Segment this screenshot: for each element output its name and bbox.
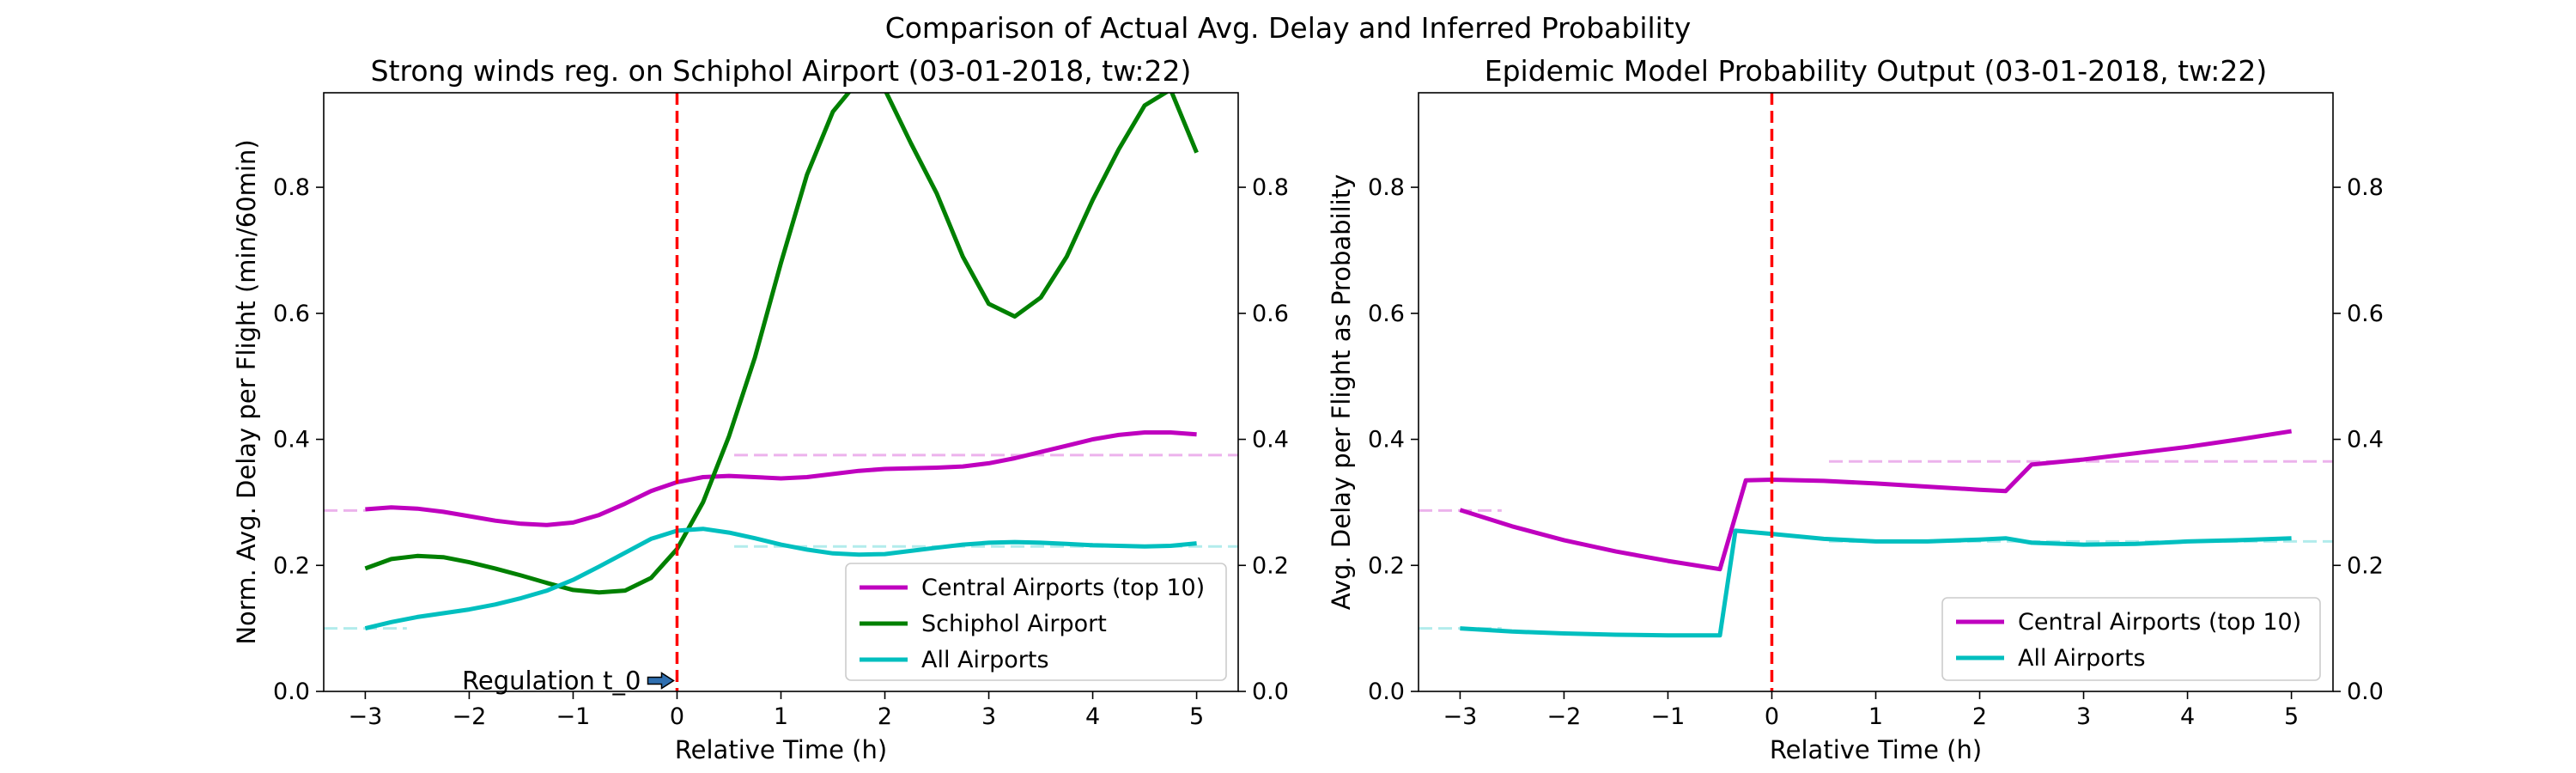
- legend: Central Airports (top 10) Schiphol Airpor…: [845, 563, 1227, 681]
- series-line-0: [365, 430, 1197, 527]
- legend: Central Airports (top 10) All Airports: [1941, 597, 2321, 681]
- figure-suptitle: Comparison of Actual Avg. Delay and Infe…: [885, 11, 1692, 45]
- left-chart: Strong winds reg. on Schiphol Airport (0…: [232, 54, 1289, 764]
- x-tick-label-0: −3: [1443, 703, 1478, 730]
- series-line-1: [364, 93, 1199, 595]
- x-tick-label-3: 0: [670, 703, 684, 730]
- legend-entry-0: Central Airports (top 10): [2018, 609, 2301, 636]
- legend-entry-1: Schiphol Airport: [921, 611, 1107, 637]
- legend-box: [1941, 597, 2321, 681]
- x-axis-label: Relative Time (h): [675, 735, 887, 764]
- x-tick-label-5: 2: [878, 703, 892, 730]
- x-tick-label-6: 3: [981, 703, 996, 730]
- x-tick-label-7: 4: [2180, 703, 2195, 730]
- regulation-annotation-arrow: [647, 672, 675, 690]
- y-tick-label-1: 0.2: [1368, 552, 1405, 579]
- y-tick-label-1: 0.2: [273, 552, 310, 579]
- series-line-0: [1459, 429, 2292, 572]
- right-y-tick-label-3: 0.6: [2347, 301, 2384, 327]
- x-tick-label-4: 1: [1868, 703, 1883, 730]
- right-y-tick-label-2: 0.4: [2347, 427, 2384, 453]
- y-axis-label: Avg. Delay per Flight as Probability: [1327, 174, 1356, 611]
- y-tick-label-2: 0.4: [273, 427, 310, 453]
- y-tick-label-3: 0.6: [273, 301, 310, 327]
- legend-entry-1: All Airports: [2018, 645, 2146, 672]
- y-tick-label-0: 0.0: [1368, 679, 1405, 705]
- right-y-tick-label-1: 0.2: [2347, 552, 2384, 579]
- right-y-tick-label-0: 0.0: [1252, 679, 1289, 705]
- y-tick-label-0: 0.0: [273, 679, 310, 705]
- y-tick-label-3: 0.6: [1368, 301, 1405, 327]
- series-line-2: [364, 526, 1197, 631]
- x-tick-label-1: −2: [1547, 703, 1582, 730]
- x-tick-label-4: 1: [774, 703, 788, 730]
- x-tick-label-5: 2: [1972, 703, 1987, 730]
- right-y-tick-label-0: 0.0: [2347, 679, 2384, 705]
- x-tick-label-6: 3: [2076, 703, 2091, 730]
- x-tick-label-3: 0: [1765, 703, 1779, 730]
- x-tick-label-7: 4: [1085, 703, 1100, 730]
- right-y-tick-label-3: 0.6: [1252, 301, 1289, 327]
- right-y-tick-label-4: 0.8: [2347, 174, 2384, 201]
- plot-area: [1419, 93, 2333, 691]
- legend-entry-0: Central Airports (top 10): [921, 575, 1205, 601]
- right-chart: Epidemic Model Probability Output (03-01…: [1327, 54, 2384, 764]
- y-tick-label-2: 0.4: [1368, 427, 1405, 453]
- x-axis-label: Relative Time (h): [1770, 735, 1982, 764]
- legend-entry-2: All Airports: [921, 647, 1049, 673]
- y-tick-label-4: 0.8: [273, 174, 310, 201]
- x-tick-label-8: 5: [2284, 703, 2299, 730]
- plot-area: [324, 93, 1238, 691]
- right-y-tick-label-2: 0.4: [1252, 427, 1289, 453]
- x-tick-label-1: −2: [453, 703, 487, 730]
- regulation-annotation-label: Regulation t_0: [462, 666, 641, 696]
- x-tick-label-2: −1: [1651, 703, 1686, 730]
- right-y-tick-label-1: 0.2: [1252, 552, 1289, 579]
- x-tick-label-2: −1: [556, 703, 591, 730]
- chart-title: Strong winds reg. on Schiphol Airport (0…: [371, 54, 1192, 88]
- y-axis-label: Norm. Avg. Delay per Flight (min/60min): [232, 139, 261, 644]
- x-tick-label-8: 5: [1189, 703, 1204, 730]
- series-line-1: [1460, 528, 2292, 638]
- chart-title: Epidemic Model Probability Output (03-01…: [1485, 54, 2268, 88]
- right-y-tick-label-4: 0.8: [1252, 174, 1289, 201]
- x-tick-label-0: −3: [349, 703, 383, 730]
- y-tick-label-4: 0.8: [1368, 174, 1405, 201]
- legend-box: [845, 563, 1227, 681]
